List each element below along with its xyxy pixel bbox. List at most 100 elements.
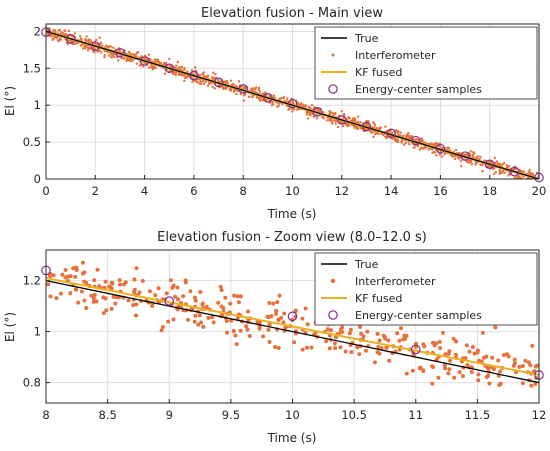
zoom-view-interferometer-point: [277, 293, 282, 298]
zoom-view-interferometer-point: [80, 260, 85, 265]
main-view-interferometer-point: [177, 73, 181, 77]
zoom-view-interferometer-point: [74, 287, 79, 292]
main-view-energy-center-point: [386, 128, 396, 139]
zoom-view-interferometer-point: [470, 345, 475, 350]
main-view-y-tick-label: 2: [34, 24, 41, 38]
zoom-view-interferometer-point: [460, 374, 465, 379]
main-view-interferometer-point: [194, 80, 197, 83]
zoom-view-interferometer-point: [224, 318, 229, 323]
zoom-view-interferometer-point: [300, 316, 305, 321]
main-view-interferometer-point: [105, 44, 108, 47]
main-view-energy-center-point: [435, 143, 446, 154]
main-view-interferometer-point: [430, 142, 433, 145]
zoom-view-interferometer-point: [476, 358, 481, 363]
zoom-view-interferometer-point: [282, 311, 287, 316]
main-view-interferometer-point: [395, 140, 398, 143]
main-view-interferometer-point: [334, 122, 338, 125]
zoom-view-legend-label: KF fused: [355, 292, 402, 305]
zoom-view-title: Elevation fusion - Zoom view (8.0–12.0 s…: [157, 230, 427, 245]
main-view-interferometer-point: [396, 130, 400, 133]
zoom-view-interferometer-point: [269, 314, 274, 319]
zoom-view-interferometer-point: [246, 309, 251, 314]
zoom-view-interferometer-point: [91, 296, 96, 301]
zoom-view-interferometer-point: [348, 327, 353, 332]
zoom-view-interferometer-point: [303, 306, 308, 311]
zoom-view-interferometer-point: [126, 298, 131, 303]
main-view-energy-center-point: [509, 166, 520, 177]
main-view-interferometer-point: [492, 172, 496, 175]
main-view-interferometer-point: [452, 155, 455, 158]
main-view-interferometer-point: [247, 95, 251, 99]
zoom-view-interferometer-point: [358, 325, 363, 330]
main-view-interferometer-point: [190, 69, 194, 72]
zoom-view-interferometer-point: [82, 298, 87, 303]
zoom-view-interferometer-point: [68, 291, 73, 296]
main-view-interferometer-point: [301, 103, 305, 106]
main-view-interferometer-point: [87, 39, 91, 43]
zoom-view-interferometer-point: [271, 301, 276, 306]
main-view-interferometer-point: [59, 30, 63, 34]
zoom-view-interferometer-point: [274, 308, 279, 313]
zoom-view-interferometer-point: [233, 333, 238, 338]
zoom-view-interferometer-point: [245, 327, 250, 332]
zoom-view-interferometer-point: [228, 301, 233, 306]
main-view-interferometer-point: [235, 92, 238, 96]
main-view-energy-center-point: [312, 107, 322, 117]
main-view-interferometer-point: [67, 29, 71, 33]
main-view-interferometer-point: [521, 175, 525, 178]
zoom-view-interferometer-point: [200, 302, 205, 307]
zoom-view-interferometer-point: [81, 271, 86, 276]
zoom-view-interferometer-point: [333, 346, 338, 351]
zoom-view-interferometer-point: [117, 278, 122, 283]
main-view-interferometer-point: [232, 82, 235, 86]
zoom-view-interferometer-point: [168, 278, 173, 283]
zoom-view-interferometer-point: [355, 345, 360, 350]
zoom-view-interferometer-point: [171, 317, 176, 322]
main-view-interferometer-point: [400, 141, 403, 144]
main-view-interferometer-point: [356, 115, 360, 118]
main-view-interferometer-point: [128, 52, 131, 55]
zoom-view-interferometer-point: [196, 322, 201, 327]
main-view-interferometer-point: [494, 171, 498, 174]
main-view-interferometer-point: [296, 108, 299, 111]
main-view-interferometer-point: [110, 53, 113, 56]
main-view-interferometer-point: [348, 124, 351, 127]
zoom-view-interferometer-point: [160, 324, 165, 329]
zoom-view-interferometer-point: [188, 289, 193, 294]
zoom-view-energy-center-point: [410, 344, 421, 355]
main-view-interferometer-point: [242, 99, 246, 102]
zoom-view-interferometer-point: [73, 274, 78, 279]
main-view-interferometer-point: [75, 41, 79, 44]
zoom-view-interferometer-point: [156, 286, 161, 291]
main-view-interferometer-point: [100, 51, 103, 54]
main-view-interferometer-point: [336, 125, 340, 129]
zoom-view-interferometer-point: [92, 278, 97, 283]
zoom-view-interferometer-point: [273, 345, 278, 349]
zoom-view-interferometer-point: [111, 294, 116, 299]
zoom-view-interferometer-point: [274, 311, 279, 316]
zoom-view-y-axis-label: El (°): [3, 312, 17, 342]
main-view-interferometer-point: [206, 84, 210, 87]
zoom-view-interferometer-point: [469, 369, 474, 374]
main-view-interferometer-point: [473, 151, 476, 155]
main-view-interferometer-point: [154, 66, 157, 69]
zoom-view-interferometer-point: [443, 352, 448, 357]
zoom-view-x-tick-label: 10.5: [341, 408, 367, 422]
main-view-interferometer-point: [367, 119, 370, 123]
main-view-interferometer-point: [342, 113, 346, 116]
main-view-interferometer-point: [211, 85, 214, 89]
main-view-legend-label: True: [354, 32, 379, 45]
zoom-view-interferometer-point: [164, 291, 169, 296]
zoom-view-interferometer-point: [437, 339, 442, 344]
zoom-view-interferometer-point: [493, 325, 498, 330]
main-view-interferometer-point: [355, 126, 358, 130]
zoom-view-interferometer-point: [210, 315, 215, 320]
main-view-y-tick-label: 0.5: [23, 135, 41, 149]
main-view-interferometer-point: [63, 29, 66, 32]
main-view-interferometer-point: [224, 80, 227, 83]
zoom-view-interferometer-point: [221, 306, 226, 311]
main-view-interferometer-point: [420, 147, 424, 150]
zoom-view-interferometer-point: [235, 294, 240, 299]
main-view-interferometer-point: [513, 176, 517, 179]
zoom-view-interferometer-point: [244, 324, 249, 329]
